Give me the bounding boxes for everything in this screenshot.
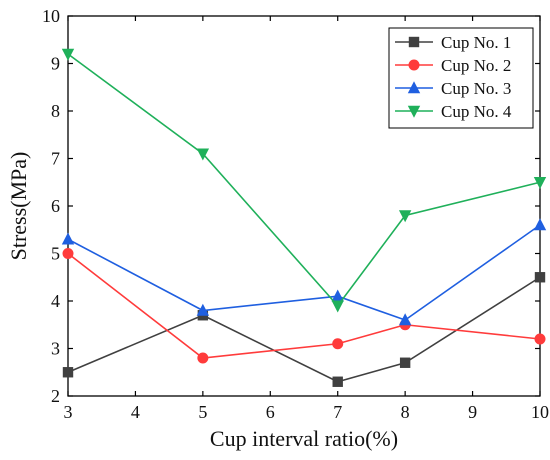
data-point (534, 333, 546, 345)
data-point (62, 367, 74, 378)
y-tick-label: 4 (51, 291, 60, 311)
x-tick-label: 5 (198, 402, 207, 422)
legend-marker (407, 81, 421, 94)
legend-label: Cup No. 4 (441, 102, 512, 121)
y-tick-label: 2 (51, 386, 60, 406)
x-tick-label: 8 (401, 402, 410, 422)
series-layer (61, 48, 547, 387)
legend-item: Cup No. 1 (395, 33, 511, 52)
x-tick-label: 3 (64, 402, 73, 422)
x-tick-label: 9 (468, 402, 477, 422)
data-point (398, 313, 412, 326)
data-point (398, 210, 412, 223)
y-tick-label: 10 (42, 6, 60, 26)
data-point (196, 148, 210, 161)
legend-item: Cup No. 3 (395, 79, 511, 98)
data-point (197, 352, 209, 364)
data-point (331, 300, 344, 313)
legend-marker (408, 36, 420, 48)
legend-item: Cup No. 2 (395, 56, 511, 75)
legend-item: Cup No. 4 (395, 102, 512, 121)
y-axis-title: Stress(MPa) (6, 152, 31, 261)
data-point (533, 218, 547, 231)
series-cup-3 (61, 218, 547, 326)
y-tick-label: 3 (51, 339, 60, 359)
data-point (61, 48, 75, 61)
data-point (399, 357, 411, 368)
legend: Cup No. 1 Cup No. 2 Cup No. 3 Cup No. 4 (388, 27, 534, 129)
legend-label: Cup No. 2 (441, 56, 511, 75)
legend-label: Cup No. 3 (441, 79, 511, 98)
x-axis-title: Cup interval ratio(%) (210, 426, 398, 451)
legend-label: Cup No. 1 (441, 33, 511, 52)
data-point (332, 376, 343, 387)
y-tick-label: 6 (51, 196, 60, 216)
y-tick-label: 9 (51, 54, 60, 74)
x-tick-label: 4 (131, 402, 140, 422)
x-tick-label: 7 (333, 402, 342, 422)
data-point (331, 289, 344, 302)
legend-marker (408, 59, 420, 71)
series-cup-4 (61, 48, 547, 313)
x-tick-label: 6 (266, 402, 275, 422)
y-tick-label: 7 (51, 149, 60, 169)
data-point (61, 232, 75, 245)
data-point (534, 272, 546, 283)
data-point (196, 303, 210, 316)
data-point (62, 248, 74, 259)
x-tick-label: 10 (531, 402, 549, 422)
y-tick-label: 8 (51, 101, 60, 121)
legend-marker (407, 105, 421, 118)
data-point (332, 338, 344, 350)
data-point (533, 177, 547, 189)
y-tick-label: 5 (51, 244, 60, 264)
